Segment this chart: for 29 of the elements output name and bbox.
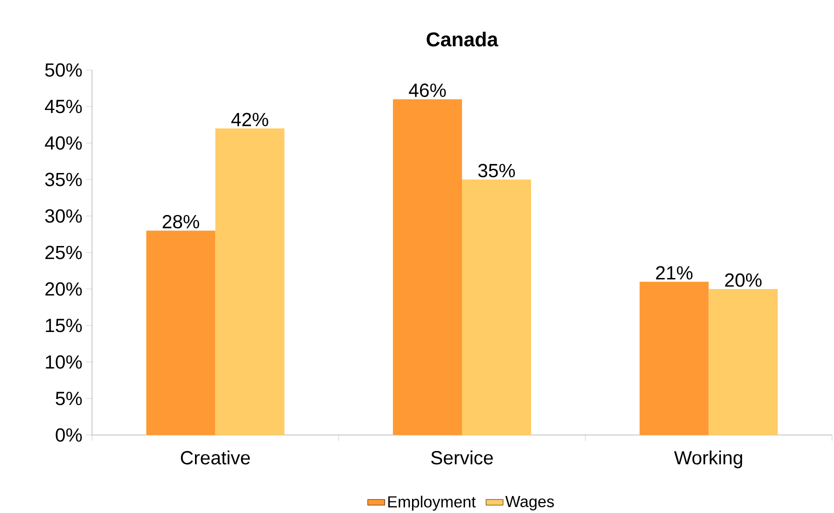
y-tick-label: 15% [46, 318, 82, 332]
bar [146, 230, 216, 435]
bar [462, 180, 532, 435]
x-tick-label: Creative [180, 450, 250, 464]
data-label: 42% [231, 112, 268, 126]
y-tick-label: 45% [44, 100, 82, 114]
y-tick-label: 30% [45, 209, 82, 223]
legend-label: Employment [388, 496, 476, 511]
x-tick-label: Working [674, 450, 742, 468]
y-tick-label: 10% [46, 355, 82, 369]
y-tick-label: 0% [56, 428, 82, 442]
y-tick-label: 20% [45, 282, 82, 296]
data-label: 46% [408, 84, 446, 98]
data-label: 28% [162, 214, 200, 228]
bar [708, 289, 778, 435]
y-tick-label: 5% [56, 392, 82, 406]
bar [640, 282, 709, 435]
data-label: 20% [725, 273, 762, 287]
y-tick-label: 35% [45, 172, 82, 186]
data-label: 21% [656, 266, 692, 280]
chart-title: Canada [426, 32, 498, 47]
bar [215, 128, 284, 435]
y-tick-label: 50% [45, 63, 82, 77]
y-tick-label: 40% [44, 136, 82, 150]
y-tick-label: 25% [45, 246, 82, 260]
bar [392, 99, 462, 435]
legend-label: Wages [505, 496, 554, 510]
x-tick-label: Service [431, 450, 493, 464]
data-label: 35% [478, 164, 515, 178]
